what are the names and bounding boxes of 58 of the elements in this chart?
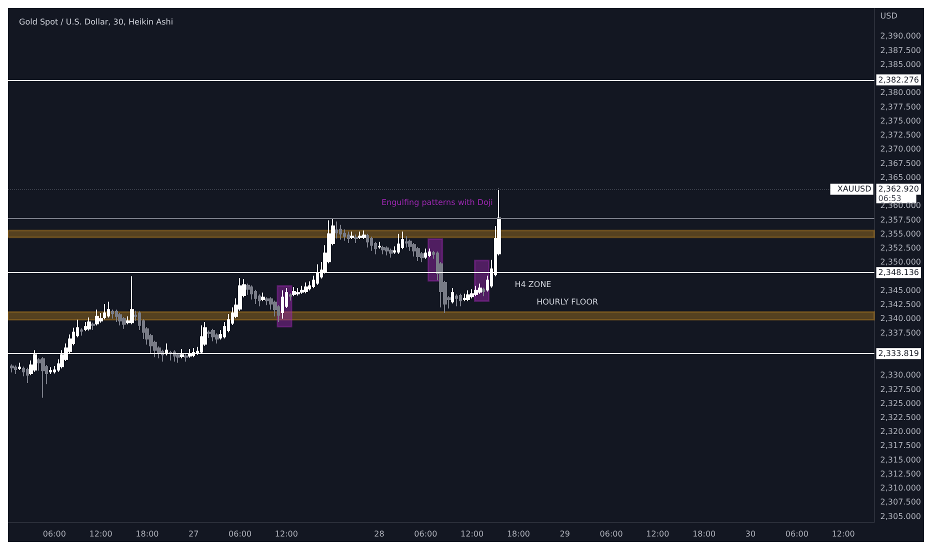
x-tick-label: 18:00 bbox=[692, 530, 716, 538]
y-tick-label: 2,325.000 bbox=[880, 398, 922, 408]
y-axis-title: USD bbox=[880, 12, 898, 20]
x-tick-label: 12:00 bbox=[646, 530, 670, 538]
x-tick-label: 06:00 bbox=[785, 530, 808, 538]
band-label: HOURLY FLOOR bbox=[536, 298, 599, 307]
x-tick-label: 30 bbox=[745, 530, 756, 538]
annotation: Engulfing patterns with Doji bbox=[381, 198, 493, 208]
x-tick-label: 12:00 bbox=[274, 530, 298, 538]
x-tick-label: 18:00 bbox=[136, 530, 159, 538]
y-tick-label: 2,330.000 bbox=[880, 370, 922, 380]
x-tick-label: 12:00 bbox=[832, 530, 855, 538]
y-tick-label: 2,385.000 bbox=[880, 60, 922, 69]
y-tick-label: 2,315.000 bbox=[880, 455, 922, 464]
y-tick-label: 2,355.000 bbox=[880, 229, 922, 238]
x-tick-label: 27 bbox=[188, 530, 199, 538]
y-tick-label: 2,352.500 bbox=[880, 244, 922, 253]
y-tick-label: 2,360.000 bbox=[880, 201, 922, 210]
text: 06:53 bbox=[878, 194, 902, 204]
x-tick-label: 12:00 bbox=[89, 530, 112, 538]
y-tick-label: 2,320.000 bbox=[880, 427, 922, 436]
x-tick-label: 28 bbox=[374, 530, 384, 538]
x-tick-label: 06:00 bbox=[414, 530, 438, 538]
ref-line-label: 2,382.276 bbox=[878, 75, 920, 84]
y-tick-label: 2,372.500 bbox=[880, 130, 922, 140]
y-tick-label: 2,377.500 bbox=[880, 102, 922, 112]
ref-line-label: 2,362.920 bbox=[878, 184, 920, 194]
x-tick-label: 06:00 bbox=[42, 530, 66, 538]
x-tick-label: 06:00 bbox=[228, 530, 252, 538]
annotation: XAUUSD bbox=[837, 184, 872, 194]
y-tick-label: 2,312.500 bbox=[880, 469, 922, 478]
y-tick-label: 2,357.500 bbox=[880, 215, 922, 224]
y-tick-label: 2,370.000 bbox=[880, 144, 922, 154]
y-tick-label: 2,390.000 bbox=[880, 32, 922, 41]
y-tick-label: 2,380.000 bbox=[880, 88, 922, 98]
y-tick-label: 2,307.500 bbox=[880, 498, 922, 507]
y-tick-label: 2,305.000 bbox=[880, 512, 922, 521]
ref-line-label: 2,333.819 bbox=[878, 349, 920, 358]
text: Gold Spot / U.S. Dollar, 30, Heikin Ashi bbox=[19, 18, 174, 26]
annotation: H4 ZONE bbox=[514, 280, 552, 290]
x-tick-label: 29 bbox=[560, 530, 570, 538]
x-tick-label: 12:00 bbox=[460, 530, 484, 538]
x-tick-label: 18:00 bbox=[506, 530, 530, 538]
y-tick-label: 2,340.000 bbox=[880, 314, 922, 324]
y-tick-label: 2,387.500 bbox=[880, 46, 922, 55]
ref-line-label: 2,348.136 bbox=[878, 268, 920, 278]
x-tick-label: 06:00 bbox=[600, 530, 623, 538]
y-tick-label: 2,365.000 bbox=[880, 172, 922, 182]
y-tick-label: 2,350.000 bbox=[880, 258, 922, 267]
y-tick-label: 2,375.000 bbox=[880, 116, 922, 126]
y-tick-label: 2,310.000 bbox=[880, 484, 922, 493]
y-tick-label: 2,367.500 bbox=[880, 158, 922, 168]
y-tick-label: 2,345.000 bbox=[880, 286, 922, 295]
y-tick-label: 2,322.500 bbox=[880, 413, 922, 422]
y-tick-label: 2,337.500 bbox=[880, 328, 922, 338]
y-tick-label: 2,317.500 bbox=[880, 441, 922, 450]
y-tick-label: 2,327.500 bbox=[880, 384, 922, 394]
y-tick-label: 2,342.500 bbox=[880, 300, 922, 310]
